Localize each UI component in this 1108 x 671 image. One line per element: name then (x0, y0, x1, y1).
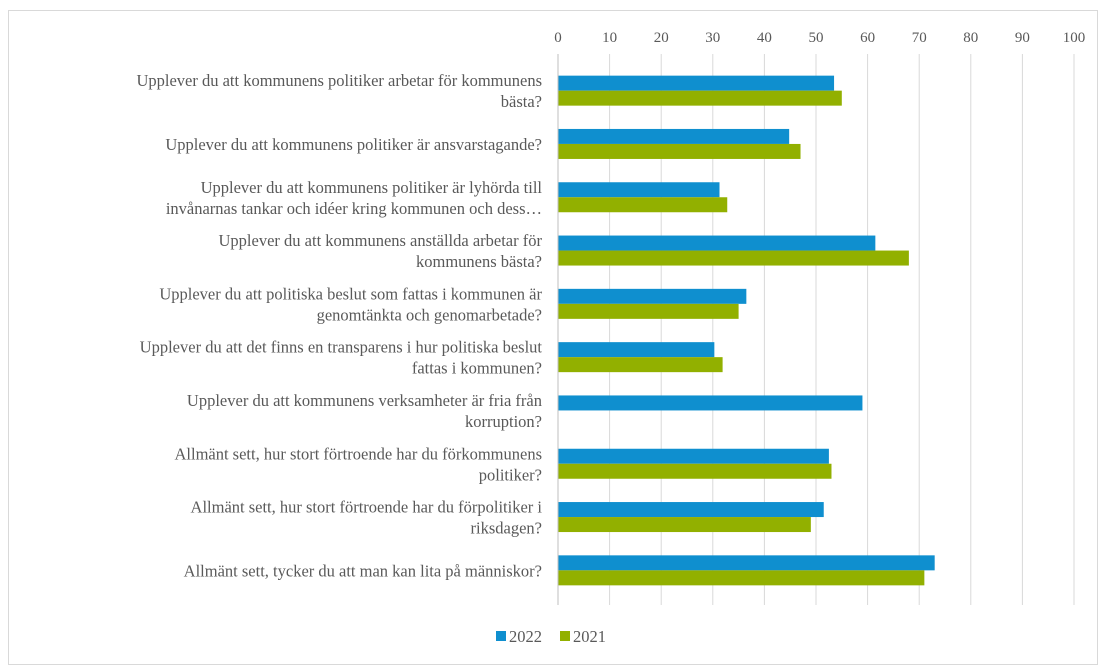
bar-2022 (558, 448, 829, 464)
bar-2022 (558, 75, 835, 91)
category-label: Upplever du att kommunens politiker är l… (166, 178, 543, 218)
x-tick-label: 70 (912, 30, 927, 46)
x-tick-label: 20 (654, 30, 669, 46)
bar-2022 (558, 555, 935, 571)
bar-2021 (558, 90, 842, 106)
bar-2022 (558, 395, 863, 411)
category-label: Upplever du att kommunens anställda arbe… (219, 231, 543, 271)
bar-2021 (558, 197, 728, 213)
x-tick-label: 30 (705, 30, 720, 46)
legend-label-2022: 2022 (509, 627, 542, 646)
bar-2021 (558, 517, 811, 533)
bar-2021 (558, 570, 925, 586)
category-label: Allmänt sett, hur stort förtroende har d… (191, 498, 543, 538)
legend-swatch-2022 (496, 631, 506, 641)
category-label: Upplever du att kommunens politiker är a… (165, 135, 542, 154)
x-tick-label: 80 (963, 30, 978, 46)
bar-2022 (558, 182, 720, 198)
bar-2022 (558, 502, 824, 518)
bar-2021 (558, 463, 832, 479)
bar-2021 (558, 303, 739, 319)
chart-frame: 0 10 20 30 40 50 60 70 80 90 100 Upplever du att ko… (8, 10, 1098, 665)
category-label: Upplever du att kommunens politiker arbe… (136, 71, 542, 111)
bar-2022 (558, 342, 715, 358)
x-tick-label: 90 (1015, 30, 1030, 46)
bar-2021 (558, 357, 723, 373)
category-label: Allmänt sett, hur stort förtroende har d… (174, 444, 542, 484)
legend-label-2021: 2021 (573, 627, 606, 646)
bar-chart: 0 10 20 30 40 50 60 70 80 90 100 Upplever du att ko… (136, 30, 1086, 646)
category-label: Upplever du att politiska beslut som fat… (159, 284, 542, 324)
bar-2021 (558, 250, 909, 266)
x-tick-label: 50 (809, 30, 824, 46)
bar-2022 (558, 128, 790, 144)
category-label: Upplever du att det finns en transparens… (140, 338, 543, 378)
x-tick-label: 100 (1063, 30, 1086, 46)
bar-2022 (558, 235, 876, 251)
x-tick-label: 0 (554, 30, 562, 46)
x-tick-label: 40 (757, 30, 772, 46)
bar-2021 (558, 143, 801, 159)
x-tick-label: 10 (602, 30, 617, 46)
bar-2022 (558, 288, 747, 304)
legend-swatch-2021 (560, 631, 570, 641)
category-label: Allmänt sett, tycker du att man kan lita… (184, 561, 542, 580)
category-label: Upplever du att kommunens verksamheter ä… (187, 391, 542, 431)
x-tick-label: 60 (860, 30, 875, 46)
